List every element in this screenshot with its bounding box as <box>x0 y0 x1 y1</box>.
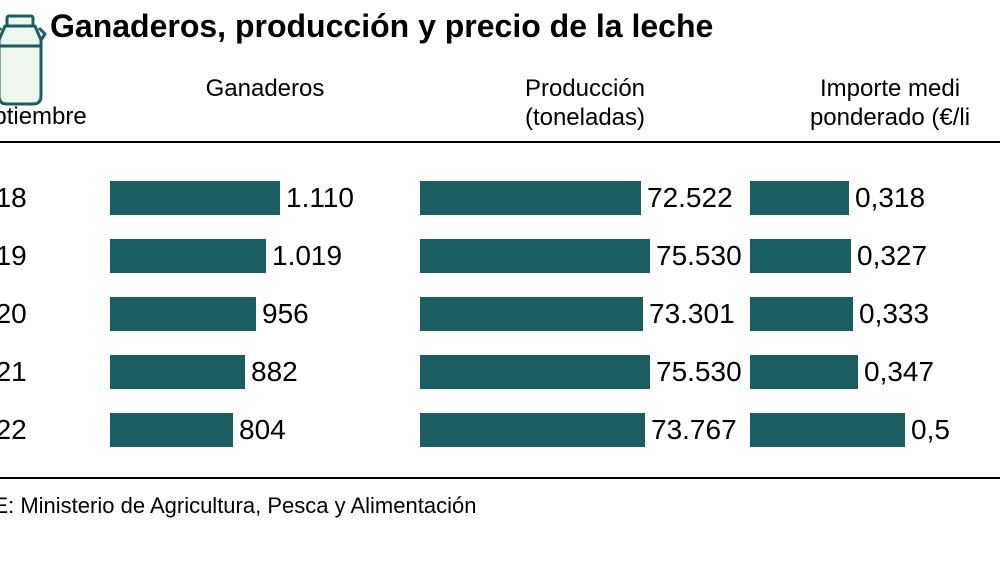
header-precio-l1: Importe medi <box>750 75 1000 104</box>
produccion-cell: 75.530 <box>420 355 750 389</box>
ganaderos-cell: 804 <box>110 413 420 447</box>
year-label: 019 <box>0 240 110 272</box>
precio-cell: 0,347 <box>750 355 1000 389</box>
year-label: 018 <box>0 182 110 214</box>
milk-can-icon <box>0 10 55 110</box>
data-rows: 018 1.110 72.522 0,318 019 1.019 75.530 0,327 02… <box>0 169 1000 459</box>
ganaderos-bar <box>110 181 280 215</box>
ganaderos-cell: 882 <box>110 355 420 389</box>
data-row: 018 1.110 72.522 0,318 <box>0 169 1000 227</box>
ganaderos-value: 882 <box>251 356 298 388</box>
source-label: TE: Ministerio de Agricultura, Pesca y A… <box>0 493 1000 519</box>
produccion-cell: 73.767 <box>420 413 750 447</box>
year-label: 020 <box>0 298 110 330</box>
produccion-cell: 72.522 <box>420 181 750 215</box>
produccion-value: 75.530 <box>656 240 742 272</box>
precio-cell: 0,318 <box>750 181 1000 215</box>
ganaderos-cell: 1.110 <box>110 181 420 215</box>
header-produccion-l2: (toneladas) <box>420 104 750 133</box>
precio-cell: 0,333 <box>750 297 1000 331</box>
ganaderos-cell: 1.019 <box>110 239 420 273</box>
produccion-value: 73.301 <box>649 298 735 330</box>
ganaderos-bar <box>110 355 245 389</box>
chart-container: Ganaderos, producción y precio de la lec… <box>0 0 1000 519</box>
header-precio-l2: ponderado (€/li <box>750 104 1000 133</box>
data-row: 019 1.019 75.530 0,327 <box>0 227 1000 285</box>
produccion-value: 73.767 <box>651 414 737 446</box>
data-row: 022 804 73.767 0,5 <box>0 401 1000 459</box>
data-row: 021 882 75.530 0,347 <box>0 343 1000 401</box>
data-row: 020 956 73.301 0,333 <box>0 285 1000 343</box>
precio-value: 0,327 <box>857 240 927 272</box>
precio-bar <box>750 181 849 215</box>
ganaderos-value: 804 <box>239 414 286 446</box>
precio-bar <box>750 355 858 389</box>
precio-value: 0,318 <box>855 182 925 214</box>
header-ganaderos: Ganaderos <box>110 75 420 133</box>
chart-title: Ganaderos, producción y precio de la lec… <box>50 8 713 45</box>
header-precio: Importe medi ponderado (€/li <box>750 75 1000 133</box>
bottom-rule <box>0 477 1000 479</box>
precio-bar <box>750 239 851 273</box>
ganaderos-bar <box>110 413 233 447</box>
ganaderos-bar <box>110 239 266 273</box>
precio-value: 0,333 <box>859 298 929 330</box>
header-ganaderos-l1: Ganaderos <box>110 75 420 104</box>
header-produccion: Producción (toneladas) <box>420 75 750 133</box>
ganaderos-value: 1.110 <box>286 182 354 214</box>
produccion-bar <box>420 413 645 447</box>
precio-value: 0,347 <box>864 356 934 388</box>
year-label: 021 <box>0 356 110 388</box>
column-headers: eptiembre Ganaderos Producción (tonelada… <box>0 75 1000 133</box>
precio-bar <box>750 297 853 331</box>
header-produccion-l1: Producción <box>420 75 750 104</box>
precio-bar <box>750 413 905 447</box>
produccion-bar <box>420 355 650 389</box>
ganaderos-value: 1.019 <box>272 240 342 272</box>
produccion-value: 75.530 <box>656 356 742 388</box>
produccion-bar <box>420 239 650 273</box>
produccion-bar <box>420 297 643 331</box>
precio-value: 0,5 <box>911 414 950 446</box>
top-rule <box>0 141 1000 143</box>
ganaderos-value: 956 <box>262 298 309 330</box>
produccion-cell: 73.301 <box>420 297 750 331</box>
year-label: 022 <box>0 414 110 446</box>
produccion-value: 72.522 <box>647 182 733 214</box>
ganaderos-bar <box>110 297 256 331</box>
precio-cell: 0,5 <box>750 413 1000 447</box>
produccion-cell: 75.530 <box>420 239 750 273</box>
ganaderos-cell: 956 <box>110 297 420 331</box>
precio-cell: 0,327 <box>750 239 1000 273</box>
produccion-bar <box>420 181 641 215</box>
